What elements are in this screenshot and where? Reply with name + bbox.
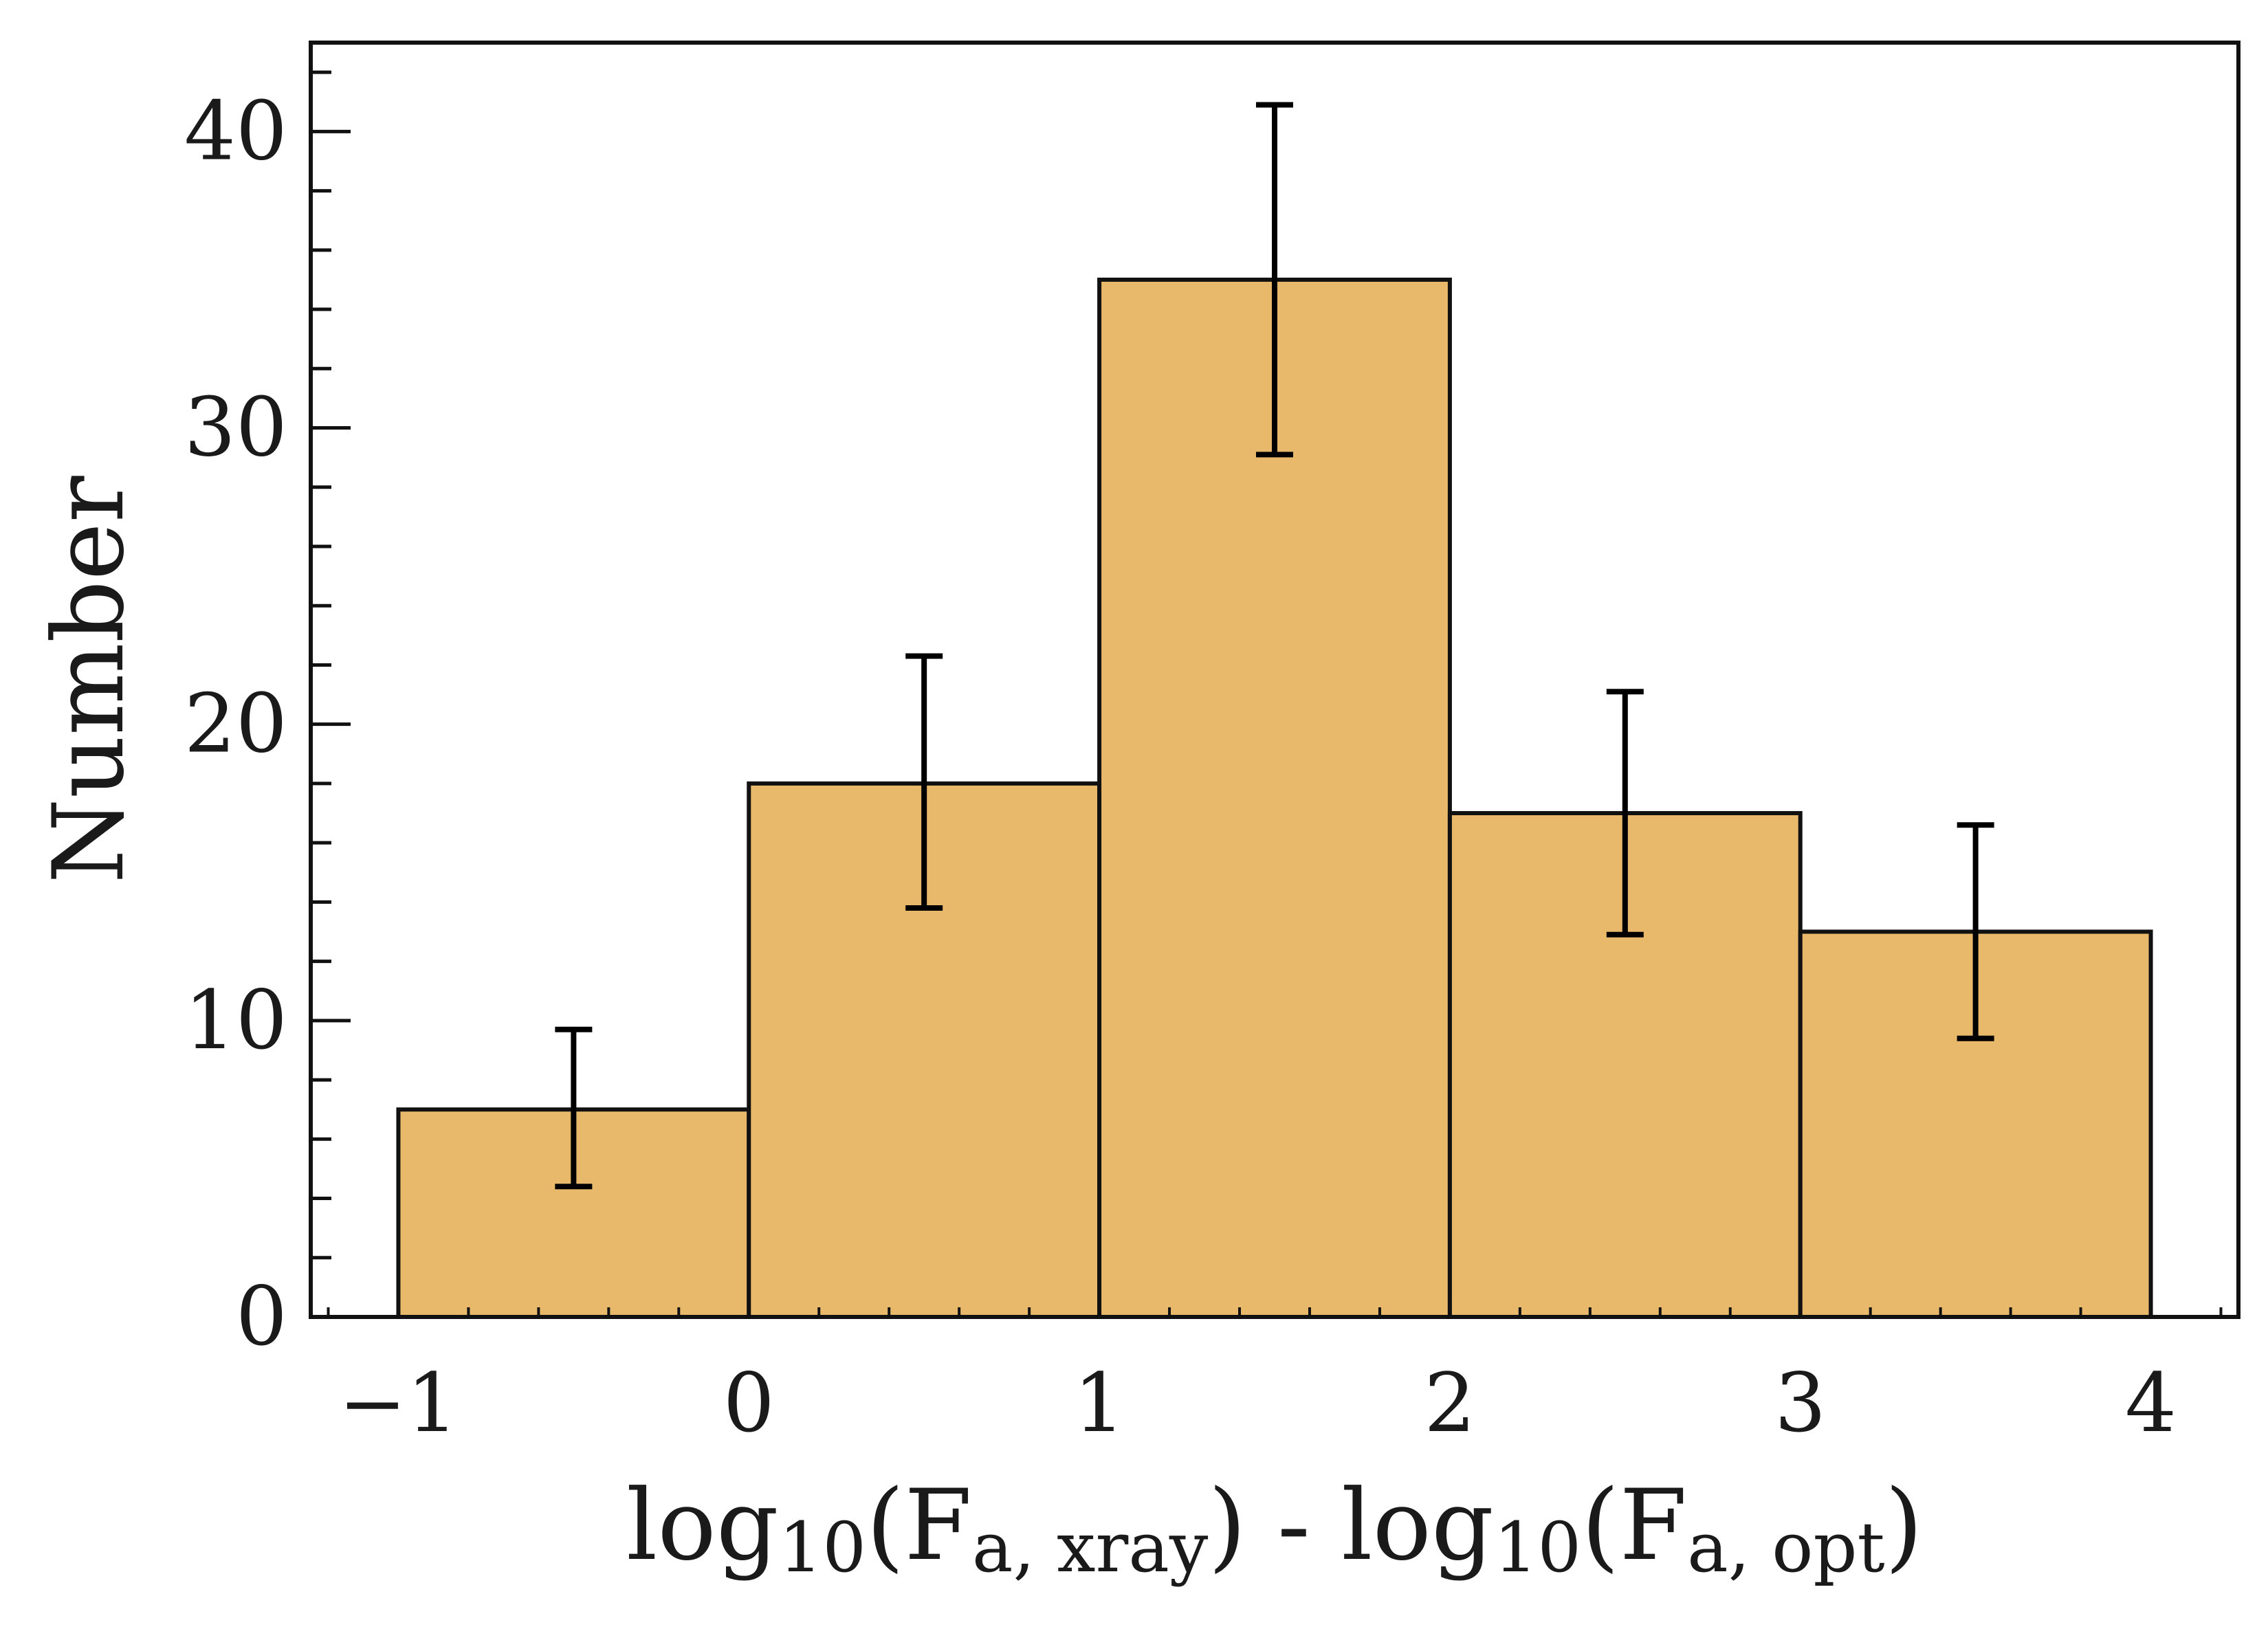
x-label-separator: - [1246,1469,1341,1582]
x-label-close-paren-1: ) [1208,1469,1246,1582]
x-tick-label: 0 [723,1355,775,1450]
error-bar-4 [1606,689,1644,938]
error-bar-1 [555,1026,593,1190]
error-bar-3 [1256,102,1293,458]
x-label-flux-2: F [1620,1469,1688,1582]
error-bar-5 [1957,822,1994,1041]
x-label-base-1: 10 [779,1507,866,1588]
x-tick-label: 1 [1074,1355,1125,1450]
x-label-log-1: log [626,1469,779,1582]
y-tick-label: 0 [236,1269,287,1364]
y-tick-label: 30 [184,380,287,475]
x-tick-label: 3 [1774,1355,1826,1450]
x-label-log-2: log [1341,1469,1494,1582]
x-axis-label: log10(Fa, xray) - log10(Fa, opt) [626,1469,1923,1588]
x-label-close-paren-2: ) [1885,1469,1923,1582]
x-label-open-paren-1: ( [866,1469,904,1582]
plot-frame [309,41,2241,1319]
x-label-sub-1: a, xray [972,1507,1209,1588]
x-tick-label: −1 [338,1355,458,1450]
y-tick-label: 40 [184,83,287,178]
x-label-flux-1: F [904,1469,972,1582]
error-bars-layer [555,102,1994,1190]
x-label-base-2: 10 [1494,1507,1581,1588]
y-axis-label: Number [32,476,146,883]
x-label-open-paren-2: ( [1581,1469,1619,1582]
y-tick-label: 10 [184,973,287,1067]
error-bar-2 [905,653,943,911]
y-tick-label: 20 [184,676,287,771]
x-tick-label: 2 [1424,1355,1475,1450]
x-label-sub-2: a, opt [1687,1507,1885,1588]
x-tick-label: 4 [2125,1355,2177,1450]
